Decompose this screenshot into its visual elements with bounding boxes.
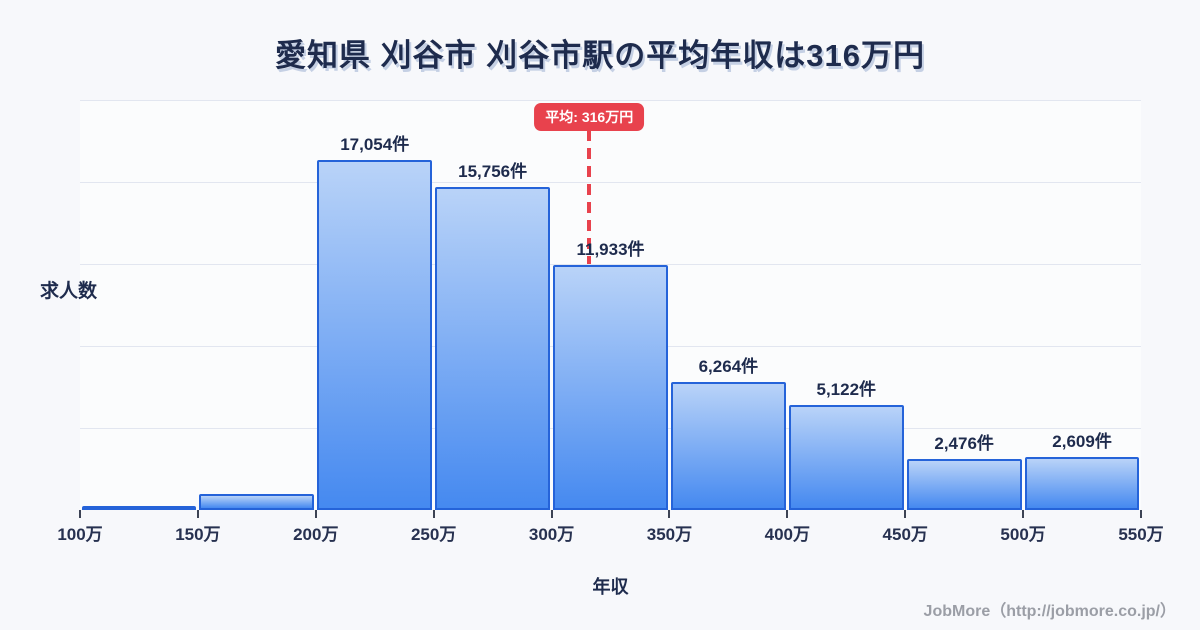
x-tick [668, 510, 671, 518]
x-tick-label: 300万 [528, 525, 575, 544]
x-tick-label: 150万 [175, 525, 221, 544]
x-tick [79, 510, 81, 518]
gridline [80, 100, 1141, 101]
bar-value-label: 5,122件 [816, 380, 877, 399]
y-axis-title: 求人数 [40, 281, 98, 302]
histogram-bar-150万-200万 [199, 493, 315, 510]
x-tick [786, 510, 789, 518]
x-tick-label: 500万 [1000, 525, 1046, 544]
x-tick-label: 400万 [764, 525, 811, 544]
histogram-bar-400万-450万 [788, 405, 904, 510]
x-tick [196, 510, 199, 518]
footer-credit: JobMore（http://jobmore.co.jp/） [923, 603, 1176, 620]
x-tick-label: 100万 [57, 525, 103, 544]
average-badge: 平均: 316万円 [534, 103, 645, 131]
x-tick [432, 510, 435, 518]
x-tick-label: 550万 [1118, 525, 1164, 544]
gridline [80, 264, 1141, 265]
x-tick-label: 250万 [410, 525, 457, 544]
histogram-bar-500万-550万 [1024, 456, 1140, 510]
gridline [80, 182, 1141, 183]
x-tick-label: 350万 [646, 525, 693, 544]
x-tick [904, 510, 907, 518]
bar-value-label: 11,933件 [576, 240, 645, 260]
x-tick-label: 200万 [293, 525, 339, 544]
histogram-bar-350万-400万 [670, 381, 786, 510]
histogram-bar-300万-350万 [553, 265, 668, 510]
bar-value-label: 6,264件 [698, 356, 759, 376]
chart-title: 愛知県 刈谷市 刈谷市駅の平均年収は316万円 [275, 38, 925, 73]
x-tick [314, 510, 317, 518]
x-tick [550, 510, 553, 518]
bar-value-label: 2,476件 [934, 434, 994, 454]
histogram-bar-200万-250万 [317, 160, 433, 510]
bar-value-label: 15,756件 [458, 162, 528, 182]
x-tick [1140, 510, 1142, 518]
x-axis-title: 年収 [592, 577, 629, 597]
bar-value-label: 17,054件 [340, 135, 410, 155]
bar-value-label: 2,609件 [1052, 431, 1112, 451]
histogram-bar-450万-500万 [906, 459, 1022, 510]
histogram-bar-100万-150万 [81, 506, 197, 510]
plot-area: 平均: 316万円 17,054件 15,756件 11,933件 6,264件 5,1… [57, 100, 1164, 544]
histogram-bar-250万-300万 [435, 187, 551, 510]
x-tick-label: 450万 [882, 525, 928, 544]
x-tick [1022, 510, 1025, 518]
